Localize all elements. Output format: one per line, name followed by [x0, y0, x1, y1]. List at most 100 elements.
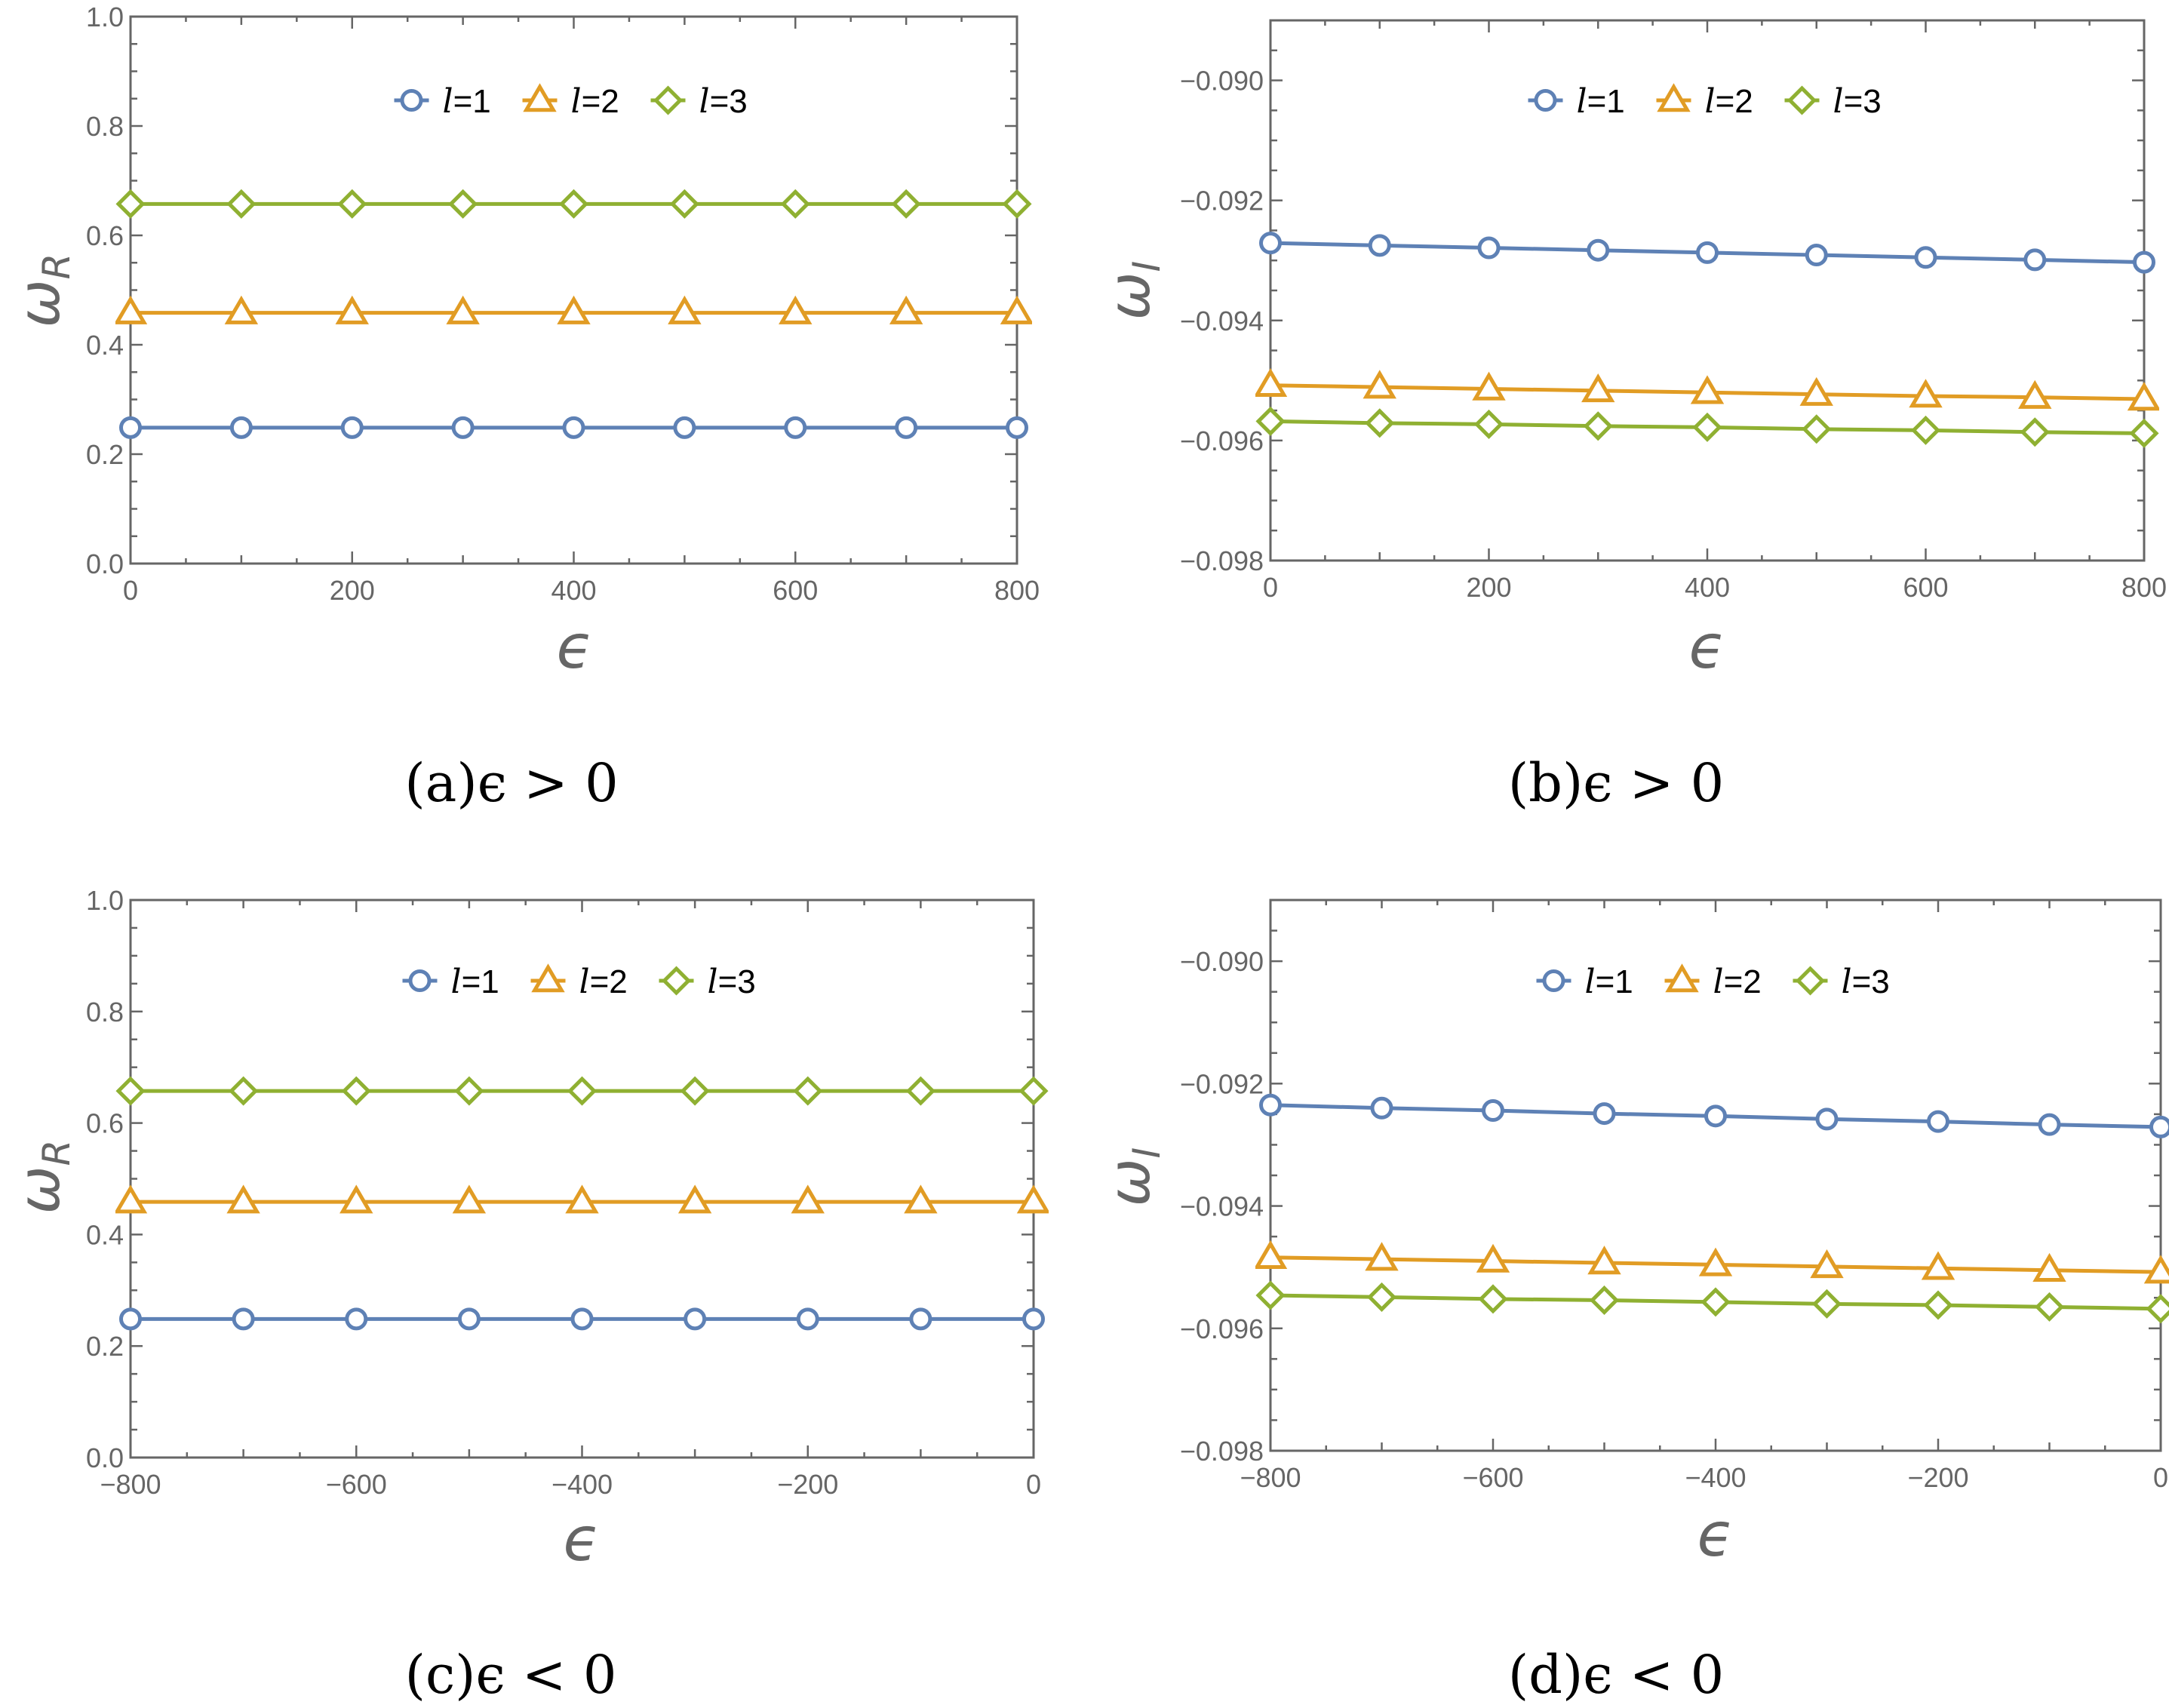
data-point-l=2 — [452, 1184, 487, 1214]
legend-item-l=3: l=3 — [659, 963, 756, 1001]
data-point-l=3 — [780, 189, 810, 219]
y-tick-label: −0.090 — [1180, 946, 1264, 977]
data-point-l=1 — [1815, 1107, 1839, 1131]
legend-marker-diamond-icon — [653, 85, 684, 115]
x-ticks — [129, 17, 1018, 564]
y-axis-label-subscript: I — [1125, 1147, 1169, 1159]
legend-label: l=1 — [443, 82, 491, 121]
data-point-l=2 — [1016, 1184, 1049, 1214]
data-point-l=2 — [335, 295, 369, 324]
series-group — [115, 189, 1032, 439]
legend: l=1 l=2 l=3 — [1528, 82, 1882, 121]
panel-b: 0 200 400 600 800 −0.098 −0.096 −0.094 −0.092 −0.… — [1095, 19, 2167, 814]
panel-caption: (c)ϵ < 0 — [405, 1644, 617, 1706]
legend-marker-circle-icon — [408, 969, 432, 992]
x-tick-label: 200 — [330, 575, 375, 606]
legend-label-variable: l — [579, 963, 590, 1001]
panel-c: −800 −600 −400 −200 00.00.20.40.60.81.0ωRϵl=… — [5, 885, 1049, 1706]
data-point-l=2 — [1363, 370, 1396, 399]
data-point-l=3 — [905, 1076, 935, 1106]
legend-label-value: =2 — [590, 963, 628, 1000]
data-point-l=2 — [1799, 376, 1833, 406]
legend-label-value: =1 — [462, 963, 499, 1000]
y-tick-label: −0.096 — [1180, 1313, 1264, 1344]
x-tick-label: 800 — [2121, 572, 2167, 603]
y-ticks — [131, 899, 1034, 1459]
legend: l=1 l=2 l=3 — [1536, 963, 1890, 1001]
legend-label: l=1 — [1585, 963, 1633, 1001]
data-point-l=3 — [1692, 412, 1722, 442]
legend-label: l=3 — [699, 82, 748, 121]
data-point-l=3 — [1910, 415, 1941, 445]
data-point-l=1 — [2133, 250, 2155, 274]
x-tick-label: 800 — [994, 575, 1040, 606]
data-point-l=2 — [1472, 371, 1506, 401]
data-point-l=3 — [1802, 414, 1832, 444]
data-point-l=2 — [779, 295, 813, 324]
legend-label-variable: l — [1585, 963, 1596, 1001]
data-point-l=3 — [448, 189, 478, 219]
data-point-l=3 — [1923, 1290, 1953, 1320]
x-tick-label: −600 — [1462, 1462, 1523, 1493]
y-axis-label-symbol: ω — [5, 280, 72, 328]
data-point-l=1 — [2149, 1115, 2169, 1138]
data-point-l=1 — [1022, 1307, 1045, 1331]
data-point-l=1 — [1482, 1099, 1504, 1123]
y-axis-label: ωI — [1095, 261, 1169, 320]
legend-marker-diamond-icon — [661, 966, 692, 996]
x-tick-label: 400 — [1685, 572, 1730, 603]
y-tick-label: 0.4 — [86, 330, 124, 361]
legend-label-variable: l — [451, 963, 462, 1001]
legend-label-variable: l — [1577, 82, 1587, 121]
legend-label-value: =3 — [710, 83, 748, 120]
data-point-l=3 — [115, 1076, 146, 1106]
legend-item-l=1: l=1 — [1528, 82, 1625, 121]
y-tick-label: 0.2 — [86, 1331, 124, 1362]
x-ticks — [1269, 20, 2146, 561]
data-point-l=2 — [1255, 367, 1288, 397]
legend-label: l=1 — [1577, 82, 1625, 121]
x-tick-label: 0 — [1026, 1469, 1041, 1500]
legend-label-value: =1 — [453, 83, 491, 120]
data-point-l=2 — [889, 295, 923, 324]
panel-caption: (d)ϵ < 0 — [1508, 1644, 1724, 1706]
data-point-l=1 — [345, 1307, 368, 1331]
y-tick-label: 0.0 — [86, 548, 124, 579]
y-axis-label: ωR — [5, 253, 78, 327]
data-point-l=1 — [684, 1307, 707, 1331]
data-point-l=2 — [2127, 382, 2159, 411]
data-point-l=2 — [115, 1184, 148, 1214]
data-point-l=3 — [567, 1076, 598, 1106]
legend-label: l=2 — [1713, 963, 1762, 1001]
y-ticks — [1270, 19, 2144, 562]
data-point-l=3 — [1700, 1287, 1731, 1317]
legend-item-l=2: l=2 — [1656, 82, 1753, 121]
legend-marker-triangle-icon — [1665, 963, 1699, 993]
panel-caption: (b)ϵ > 0 — [1508, 752, 1724, 814]
x-ticks — [129, 900, 1035, 1458]
data-point-l=1 — [232, 1307, 255, 1331]
data-point-l=2 — [904, 1184, 938, 1214]
legend-label: l=3 — [708, 963, 756, 1001]
y-tick-label: 1.0 — [86, 2, 124, 32]
data-point-l=2 — [677, 1184, 712, 1214]
legend-label-variable: l — [1842, 963, 1852, 1001]
y-tick-label: 0.6 — [86, 1108, 124, 1139]
legend-label-variable: l — [571, 82, 582, 121]
data-point-l=1 — [229, 416, 253, 439]
y-axis-label-symbol: ω — [1095, 1159, 1163, 1207]
y-tick-label: 0.8 — [86, 111, 124, 142]
data-point-l=1 — [119, 416, 142, 439]
y-tick-label: −0.094 — [1180, 1191, 1264, 1222]
data-point-l=3 — [454, 1076, 484, 1106]
y-tick-label: 0.4 — [86, 1219, 124, 1250]
legend-item-l=2: l=2 — [522, 82, 619, 121]
data-point-l=1 — [2023, 248, 2047, 272]
x-tick-label: −600 — [326, 1469, 387, 1500]
data-point-l=2 — [1921, 1251, 1955, 1280]
data-point-l=1 — [1704, 1104, 1727, 1128]
legend-label-value: =3 — [718, 963, 756, 1000]
series-group — [1255, 1093, 2169, 1324]
data-point-l=3 — [1365, 408, 1395, 438]
